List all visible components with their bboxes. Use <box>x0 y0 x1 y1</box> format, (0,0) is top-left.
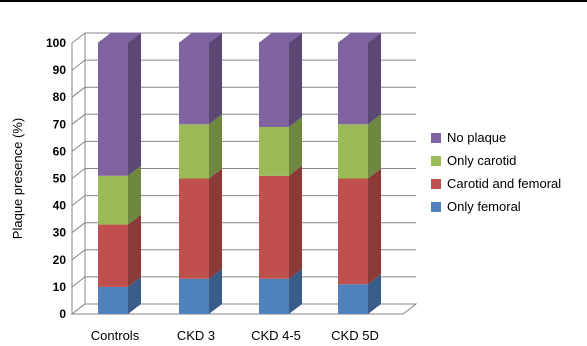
bar-segment-top <box>337 32 382 44</box>
bar-segment-side <box>209 33 222 125</box>
bar-segment-top <box>97 32 142 44</box>
y-tick-label: 50 <box>53 172 67 186</box>
top-border <box>0 0 587 2</box>
bar-segment <box>338 124 368 179</box>
bar-segment-side <box>209 268 222 314</box>
legend-item: No plaque <box>431 126 561 149</box>
bar-segment-side <box>128 165 141 225</box>
gridline-side <box>71 249 86 261</box>
legend-label: No plaque <box>447 130 507 145</box>
bar-segment <box>259 127 289 176</box>
bar-segment-top <box>178 32 223 44</box>
bar-segment <box>98 43 128 176</box>
gridline-side <box>71 86 86 98</box>
bar-segment <box>179 278 209 314</box>
bar-segment-side <box>209 168 222 279</box>
gridline-side <box>71 222 86 234</box>
legend-label: Carotid and femoral <box>447 176 562 191</box>
bar-segment-side <box>128 276 141 314</box>
bar-segment <box>338 43 368 125</box>
y-tick-label: 90 <box>53 63 67 77</box>
bar-segment-side <box>368 114 381 179</box>
bar-segment <box>259 43 289 128</box>
x-tick-label: CKD 5D <box>331 328 379 343</box>
chart-legend: No plaque Only carotid Carotid and femoral… <box>431 126 561 218</box>
y-tick-label: 20 <box>53 253 67 267</box>
bar-segment-side <box>368 274 381 314</box>
bar-segment-side <box>209 114 222 179</box>
legend-swatch <box>431 155 441 166</box>
bar-segment <box>98 286 128 314</box>
y-tick-label: 60 <box>53 144 67 158</box>
legend-swatch <box>431 178 441 189</box>
legend-item: Only carotid <box>431 149 561 172</box>
y-tick-label: 30 <box>53 226 67 240</box>
legend-label: Only femoral <box>447 199 521 214</box>
gridline-side <box>71 168 86 179</box>
y-axis-title: Plaque presence (%) <box>10 118 25 239</box>
bar-segment-side <box>289 165 302 279</box>
bar-segment-side <box>128 214 141 287</box>
gridline-side <box>71 141 86 152</box>
bar-segment-side <box>128 33 141 176</box>
gridline-side <box>71 195 86 206</box>
y-tick-label: 80 <box>53 90 67 104</box>
bar-segment <box>338 284 368 314</box>
bar-segment <box>179 178 209 279</box>
bar-segment-side <box>368 33 381 125</box>
bar-segment <box>259 278 289 314</box>
bar-segment <box>98 224 128 287</box>
bar-segment <box>98 175 128 225</box>
x-tick-label: CKD 4-5 <box>251 328 301 343</box>
bar-segment-side <box>289 33 302 128</box>
bar-segment <box>179 43 209 125</box>
gridline-side <box>71 59 86 71</box>
gridline-side <box>71 32 86 44</box>
x-tick-label: Controls <box>91 328 140 343</box>
bar-segment-side <box>289 117 302 176</box>
y-tick-label: 10 <box>53 280 67 294</box>
bar-segment-side <box>289 268 302 314</box>
gridline-side <box>71 113 86 125</box>
legend-swatch <box>431 132 441 143</box>
bar-segment <box>179 124 209 179</box>
legend-item: Carotid and femoral <box>431 172 561 195</box>
bar-segment <box>259 175 289 279</box>
legend-swatch <box>431 201 441 212</box>
y-tick-label: 40 <box>53 199 67 213</box>
y-tick-label: 0 <box>59 307 66 321</box>
chart-floor <box>70 303 418 315</box>
legend-item: Only femoral <box>431 195 561 218</box>
bar-segment-top <box>258 32 303 44</box>
y-tick-label: 70 <box>53 117 67 131</box>
bar-segment <box>338 178 368 285</box>
gridline-side <box>71 276 86 288</box>
bar-segment-side <box>368 168 381 285</box>
x-tick-label: CKD 3 <box>177 328 215 343</box>
y-tick-label: 100 <box>46 36 66 50</box>
legend-label: Only carotid <box>447 153 517 168</box>
